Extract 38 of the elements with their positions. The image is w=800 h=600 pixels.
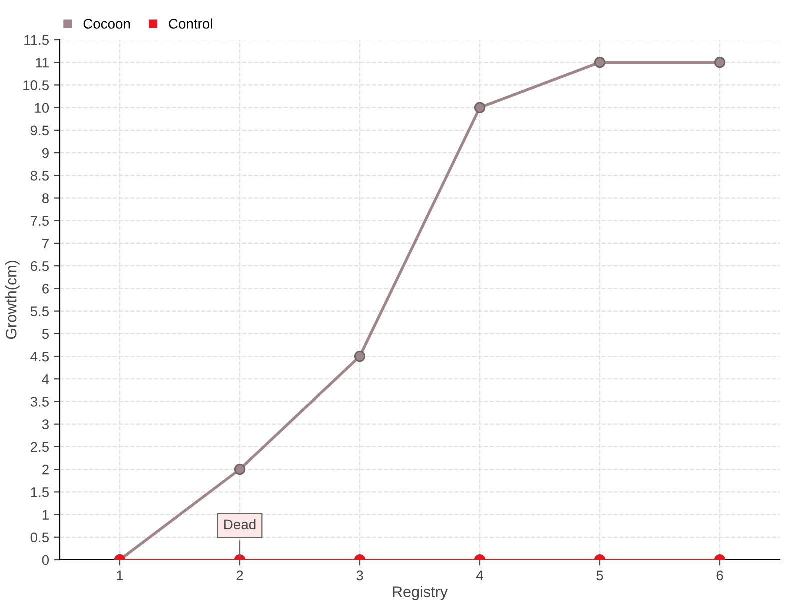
- y-tick-label: 4: [42, 374, 50, 384]
- x-axis-title: Registry: [393, 586, 448, 600]
- y-tick-label: 5.5: [30, 306, 50, 316]
- point: [714, 57, 726, 68]
- y-tick-label: 7.5: [30, 216, 50, 226]
- y-tick-label: 1: [42, 510, 49, 520]
- y-tick-label: 11.5: [24, 35, 50, 46]
- x-tick-label: 3: [356, 570, 364, 581]
- annotation: Dead: [224, 519, 256, 530]
- y-tick-label: 8.5: [30, 170, 50, 181]
- y-tick-label: 6: [42, 284, 49, 294]
- x-tick-label: 4: [476, 570, 484, 580]
- y-tick-label: 9.5: [30, 126, 50, 136]
- y-tick-label: 3.5: [30, 397, 50, 407]
- y-tick-label: 10.5: [24, 80, 50, 90]
- y-tick-label: 2: [42, 464, 49, 475]
- y-tick-label: 6.5: [30, 261, 50, 272]
- legend-label: Cocoon: [84, 19, 130, 29]
- y-tick-label: 11: [36, 58, 49, 68]
- point: [474, 102, 486, 114]
- x-tick-label: 5: [596, 570, 604, 581]
- legend-label: Control: [169, 18, 212, 29]
- y-tick-label: 5: [42, 329, 49, 340]
- y-tick-label: 7: [42, 238, 49, 249]
- y-tick-label: 10: [35, 103, 50, 113]
- point: [594, 57, 606, 68]
- y-tick-label: 0: [42, 555, 50, 566]
- y-tick-label: 3: [42, 420, 49, 430]
- y-tick-label: 2.5: [30, 442, 50, 452]
- y-tick-label: 1.5: [31, 488, 50, 498]
- y-tick-label: 4.5: [30, 352, 50, 362]
- y-tick-label: 0.5: [30, 532, 50, 543]
- x-tick-label: 6: [716, 570, 724, 581]
- x-tick-label: 1: [117, 570, 124, 580]
- y-tick-label: 8: [42, 194, 49, 204]
- x-tick-label: 2: [236, 570, 244, 580]
- y-axis-title: Growth(cm): [6, 261, 20, 340]
- y-tick-label: 9: [42, 148, 49, 158]
